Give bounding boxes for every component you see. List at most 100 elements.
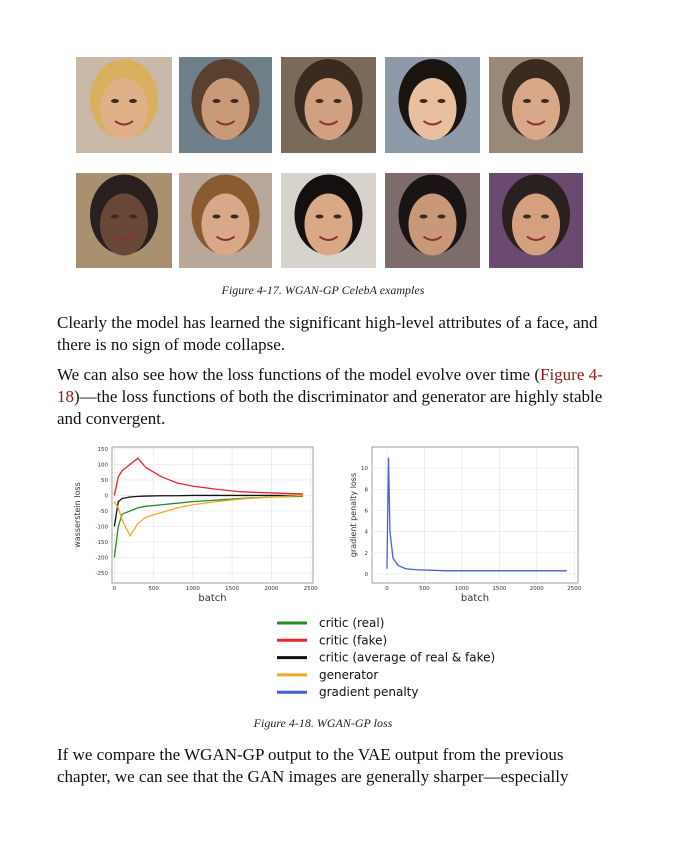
x-axis-label: batch (198, 593, 226, 604)
y-tick-label: 10 (361, 466, 368, 472)
eye (437, 99, 446, 103)
face-image (76, 173, 172, 268)
face (512, 78, 560, 140)
face (304, 193, 353, 256)
face-image (76, 57, 172, 153)
figure-caption: Figure 4-17. WGAN-GP CelebA examples (221, 283, 425, 297)
plot-area (111, 446, 314, 584)
series-line (386, 457, 567, 572)
mouth (422, 235, 443, 241)
mouth (215, 235, 236, 241)
x-axis-label: batch (461, 593, 489, 604)
legend-label: generator (319, 668, 378, 682)
eye (230, 214, 239, 219)
eye (541, 99, 549, 103)
eye (333, 214, 342, 219)
chart: 0 500 1000 1500 2000 2500 0 2 4 6 8 10 batch gradient… (349, 446, 582, 604)
mouth (114, 120, 134, 126)
y-axis-label: gradient penalty loss (349, 473, 358, 557)
legend-label: critic (real) (319, 616, 384, 630)
eye (437, 214, 446, 219)
face-image (179, 173, 272, 268)
face (201, 193, 250, 256)
y-tick-label: 6 (365, 509, 369, 515)
y-tick-label: 8 (365, 487, 369, 493)
y-axis-label: wasserstein loss (73, 482, 82, 548)
x-tick-label: 2000 (264, 586, 278, 592)
mouth (526, 235, 546, 241)
eye (129, 99, 137, 103)
face-image (179, 57, 272, 153)
eye (523, 99, 531, 103)
y-tick-label: 150 (98, 447, 109, 453)
eye (212, 99, 221, 103)
figure-link[interactable]: Figure 4-18 (57, 365, 603, 406)
face-image (385, 57, 480, 153)
face (512, 193, 560, 256)
text: We can also see how the loss functions o… (57, 365, 540, 384)
face-image (385, 173, 480, 268)
face (100, 78, 148, 140)
eye (315, 99, 324, 103)
face (408, 193, 457, 256)
paragraph: If we compare the WGAN-GP output to the … (57, 745, 569, 786)
mouth (318, 120, 339, 126)
eye (111, 214, 119, 219)
legend-label: critic (fake) (319, 633, 387, 647)
paragraph: Clearly the model has learned the signif… (57, 313, 598, 354)
face (201, 78, 250, 140)
x-tick-label: 0 (385, 586, 389, 592)
mouth (318, 235, 339, 241)
x-tick-label: 1000 (455, 586, 469, 592)
eye (419, 214, 428, 219)
y-tick-label: -200 (96, 556, 109, 562)
eye (523, 214, 531, 219)
eye (541, 214, 549, 219)
y-tick-label: 0 (105, 493, 109, 499)
x-tick-label: 2500 (567, 586, 581, 592)
y-tick-label: 4 (365, 530, 369, 536)
plot-area (371, 446, 579, 584)
y-tick-label: 0 (365, 572, 369, 578)
y-tick-label: -250 (96, 571, 109, 577)
legend-label: critic (average of real & fake) (319, 651, 495, 665)
face-image (281, 57, 376, 153)
x-tick-label: 2000 (530, 586, 544, 592)
y-tick-label: -100 (96, 524, 109, 530)
legend-label: gradient penalty (319, 685, 418, 699)
x-tick-label: 1500 (492, 586, 506, 592)
x-tick-label: 500 (419, 586, 430, 592)
eye (230, 99, 239, 103)
mouth (422, 120, 443, 126)
x-tick-label: 1500 (225, 586, 239, 592)
y-tick-label: 100 (98, 462, 109, 468)
mouth (114, 235, 134, 241)
y-tick-label: -150 (96, 540, 109, 546)
chart: 0 500 1000 1500 2000 2500150100500-50-100-150… (73, 446, 318, 604)
eye (333, 99, 342, 103)
series-line (113, 494, 303, 527)
x-tick-label: 500 (148, 586, 159, 592)
legend: critic (real) critic (fake) critic (averag… (277, 616, 495, 699)
y-tick-label: 2 (365, 551, 369, 557)
eye (111, 99, 119, 103)
text: )—the loss functions of both the discrim… (57, 387, 603, 428)
mouth (215, 120, 236, 126)
paragraph: We can also see how the loss functions o… (57, 364, 617, 430)
face-image (281, 173, 376, 268)
face (304, 78, 353, 140)
face-image (489, 173, 583, 268)
x-tick-label: 0 (113, 586, 117, 592)
mouth (526, 120, 546, 126)
y-tick-label: 50 (101, 478, 108, 484)
x-tick-label: 2500 (304, 586, 318, 592)
eye (419, 99, 428, 103)
face-image (489, 57, 583, 153)
eye (315, 214, 324, 219)
x-tick-label: 1000 (186, 586, 200, 592)
series-line (113, 494, 303, 538)
y-tick-label: -50 (99, 509, 108, 515)
eye (212, 214, 221, 219)
